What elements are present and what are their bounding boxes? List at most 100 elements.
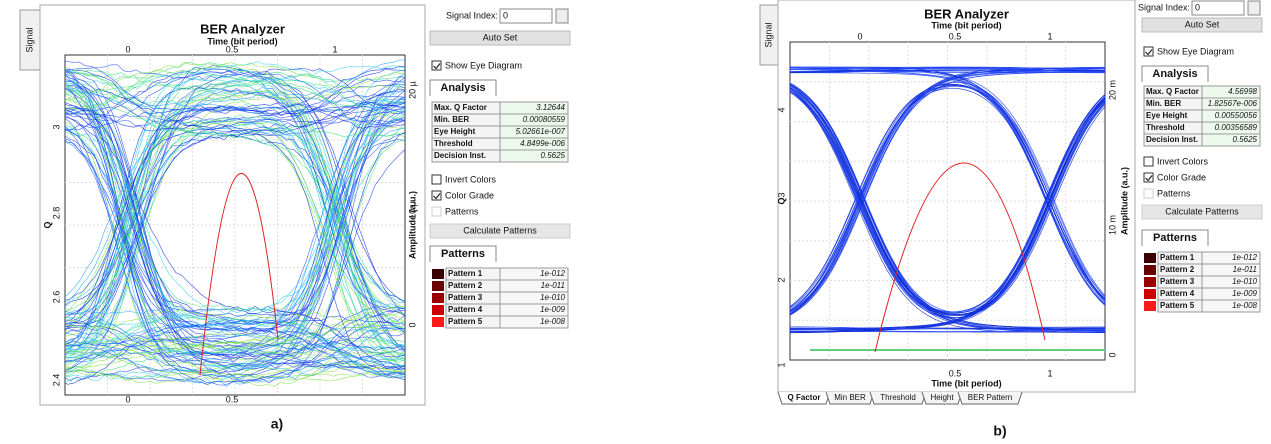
eye-trace [65,101,405,385]
eye-trace [65,108,405,369]
table-label: Pattern 3 [1160,277,1195,286]
signal-index-input[interactable] [499,8,553,24]
analysis-tab-label[interactable]: Analysis [1152,68,1197,80]
eye-trace [65,307,405,375]
eye-trace [790,81,1105,316]
patterns-tab-label[interactable]: Patterns [1153,232,1197,244]
eye-trace [65,327,405,379]
table-value: 4.8499e-006 [520,139,565,148]
table-label: Max. Q Factor [434,103,487,112]
patterns-tab[interactable] [429,245,497,262]
eye-trace [65,73,405,372]
checkbox-label[interactable]: Invert Colors [1157,156,1209,166]
checkbox-label[interactable]: Invert Colors [445,174,497,184]
analysis-tab[interactable] [1141,65,1209,82]
eye-trace [65,66,405,332]
ber-curve [199,172,279,376]
eye-trace [65,119,405,360]
eye-trace [65,102,405,375]
checkmark [433,63,441,70]
eye-trace [790,69,1105,299]
eye-trace [65,93,405,368]
table-value: 0.00550056 [1215,111,1258,120]
table-label: Eye Height [434,127,476,136]
bottom-x-axis-label: Time (bit period) [931,378,1001,388]
table-value: 0.5625 [541,151,566,160]
top-tick-label: 1 [1047,31,1052,41]
checkbox[interactable] [1143,156,1154,167]
eye-trace [65,135,405,360]
table-label: Threshold [434,139,473,148]
top-tick-label: 0.5 [226,44,239,54]
pattern-swatch [432,293,444,303]
table-value: 1e-011 [541,281,565,290]
eye-trace [65,332,405,381]
side-tab-label: Signal [763,22,773,47]
checkbox-label[interactable]: Color Grade [445,190,494,200]
bottom-tab-label[interactable]: Min BER [834,393,866,402]
ber-curve [874,162,1046,353]
checkbox-label[interactable]: Show Eye Diagram [1157,46,1234,56]
eye-trace [790,94,1105,332]
table-label: Threshold [1146,123,1185,132]
table-value: 1e-008 [1232,301,1257,310]
eye-trace [65,64,405,301]
table-label: Pattern 4 [1160,289,1195,298]
analysis-tab[interactable] [429,79,497,96]
eye-trace [65,94,405,304]
checkbox[interactable] [1143,46,1154,57]
eye-trace [65,107,405,316]
signal-index-input[interactable] [1191,0,1245,16]
auto-set-label[interactable]: Auto Set [1185,19,1220,29]
eye-trace [65,128,405,351]
panel-label: a) [271,416,283,432]
table-label: Min. BER [434,115,469,124]
pattern-swatch [1144,301,1156,311]
eye-trace [65,82,405,358]
pattern-swatch [432,317,444,327]
bottom-tab-label[interactable]: Threshold [880,393,916,402]
eye-trace [790,67,1105,310]
spinner[interactable] [555,8,569,24]
checkbox-label[interactable]: Show Eye Diagram [445,60,522,70]
signal-index-value[interactable]: 0 [503,10,508,20]
spinner[interactable] [1247,0,1261,16]
table-label: Max. Q Factor [1146,87,1199,96]
signal-index-value[interactable]: 0 [1195,2,1200,12]
eye-trace [790,89,1105,319]
checkbox[interactable] [431,174,442,185]
y2-axis-label: Amplitude (a.u.) [407,191,417,259]
auto-set-label[interactable]: Auto Set [483,32,518,42]
auto-set-button[interactable] [1141,17,1263,33]
bottom-tab[interactable] [957,391,1023,405]
auto-set-button[interactable] [429,30,571,46]
eye-trace [65,322,405,365]
eye-trace [65,72,405,346]
eye-trace [65,344,405,359]
eye-trace [790,83,1105,308]
checkbox-label[interactable]: Color Grade [1157,172,1206,182]
top-tick-label: 1 [332,44,337,54]
eye-trace [65,127,405,370]
bottom-tab-label[interactable]: Q Factor [788,393,821,402]
table-label: Pattern 1 [448,269,483,278]
eye-trace [65,342,405,373]
eye-trace [790,69,1105,298]
eye-trace [65,103,405,351]
eye-trace [65,70,405,350]
table-label: Pattern 2 [1160,265,1195,274]
eye-trace [790,67,1105,301]
bottom-tab-label[interactable]: Height [930,393,954,402]
patterns-tab[interactable] [1141,229,1209,246]
patterns-tab-label[interactable]: Patterns [441,248,485,260]
checkbox[interactable] [431,190,442,201]
analysis-tab-label[interactable]: Analysis [440,82,485,94]
table-label: Pattern 1 [1160,253,1195,262]
bottom-tab-label[interactable]: BER Pattern [968,393,1012,402]
bottom-tick-label: 0.5 [949,368,962,378]
eye-trace [65,89,405,372]
eye-trace [65,102,405,331]
checkbox[interactable] [431,60,442,71]
checkbox[interactable] [1143,172,1154,183]
eye-trace [65,78,405,315]
